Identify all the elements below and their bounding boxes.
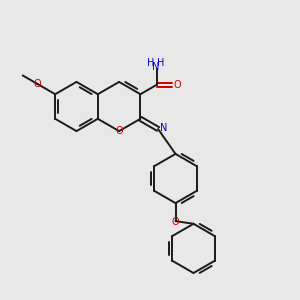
Text: H: H [157, 58, 165, 68]
Text: N: N [160, 123, 167, 134]
Text: O: O [33, 79, 41, 89]
Text: H: H [147, 58, 155, 68]
Text: N: N [152, 62, 160, 72]
Text: O: O [115, 126, 123, 136]
Text: O: O [174, 80, 181, 90]
Text: O: O [172, 217, 179, 227]
